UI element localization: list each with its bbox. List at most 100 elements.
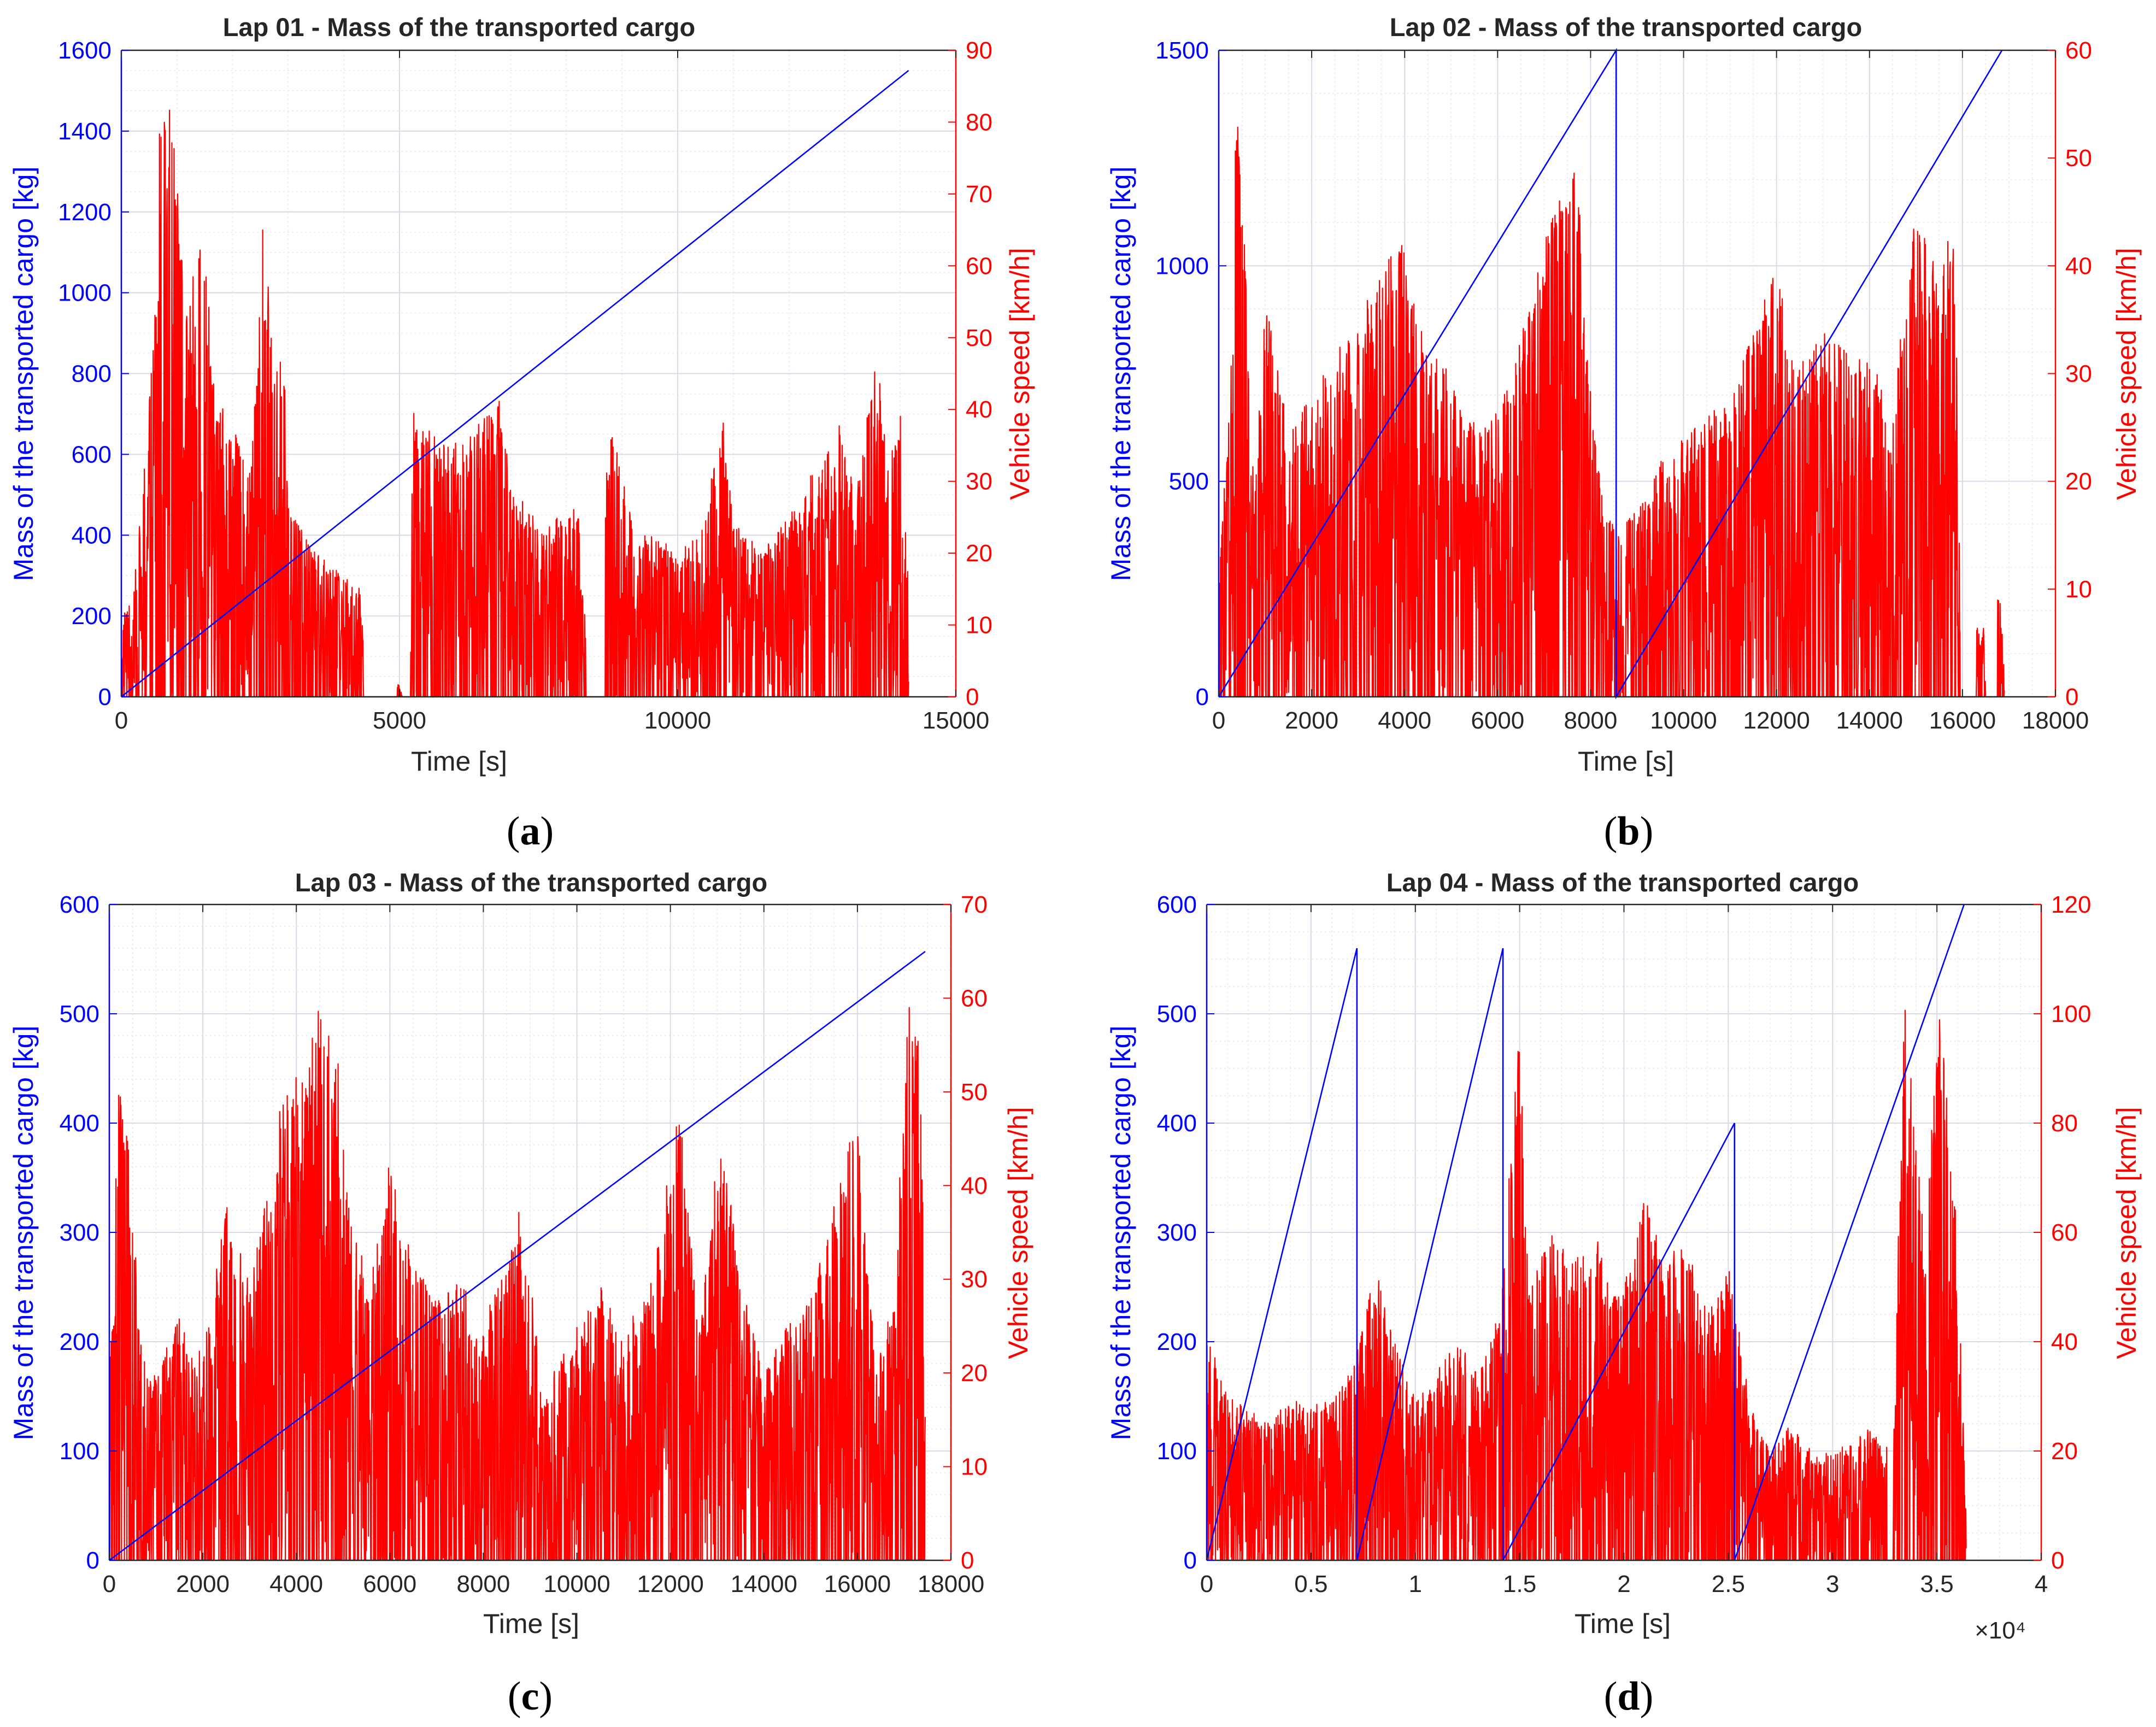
left-y-tick-label: 1000 <box>1155 252 1209 279</box>
right-y-axis-label: Vehicle speed [km/h] <box>2111 1107 2142 1359</box>
x-tick-label: 0 <box>1212 707 1225 734</box>
x-tick-label: 18000 <box>2022 707 2089 734</box>
left-y-tick-label: 300 <box>1157 1219 1197 1246</box>
x-tick-label: 10000 <box>543 1571 610 1597</box>
right-y-tick-label: 0 <box>966 684 979 710</box>
speed-series-line <box>108 1007 926 1561</box>
x-tick-label: 16000 <box>1929 707 1996 734</box>
right-y-tick-label: 50 <box>966 325 992 351</box>
right-y-tick-label: 10 <box>2065 576 2092 603</box>
x-tick-label: 0.5 <box>1294 1571 1327 1597</box>
x-tick-label: 2 <box>1617 1571 1630 1597</box>
chart-title: Lap 03 - Mass of the transported cargo <box>295 868 767 897</box>
mass-series-line <box>121 69 909 698</box>
x-tick-label: 0 <box>115 707 128 734</box>
x-tick-label: 2.5 <box>1712 1571 1745 1597</box>
left-y-tick-label: 400 <box>1157 1110 1197 1137</box>
x-tick-label: 12000 <box>1743 707 1810 734</box>
x-axis-label: Time [s] <box>1578 746 1674 777</box>
chart-title: Lap 02 - Mass of the transported cargo <box>1390 13 1862 42</box>
panel-caption: (c) <box>508 1674 553 1719</box>
x-axis-label: Time [s] <box>1575 1608 1671 1639</box>
x-tick-label: 5000 <box>373 707 426 734</box>
x-tick-label: 3 <box>1826 1571 1839 1597</box>
left-y-tick-label: 0 <box>1184 1547 1197 1574</box>
x-tick-label: 3.5 <box>1920 1571 1954 1597</box>
right-y-tick-label: 40 <box>2065 252 2092 279</box>
x-tick-label: 10000 <box>1650 707 1717 734</box>
x-tick-label: 0 <box>103 1571 116 1597</box>
right-y-tick-label: 90 <box>966 37 992 64</box>
right-y-tick-label: 10 <box>961 1454 988 1481</box>
panel-caption: (a) <box>507 809 554 854</box>
x-tick-label: 2000 <box>1285 707 1338 734</box>
x-tick-label: 2000 <box>176 1571 230 1597</box>
right-y-tick-label: 60 <box>2051 1219 2078 1246</box>
right-y-tick-label: 40 <box>961 1172 988 1199</box>
x-tick-label: 1.5 <box>1503 1571 1536 1597</box>
x-tick-label: 4000 <box>1378 707 1431 734</box>
left-y-tick-label: 0 <box>86 1547 99 1574</box>
right-y-tick-label: 30 <box>2065 361 2092 387</box>
x-tick-label: 12000 <box>637 1571 703 1597</box>
right-y-tick-label: 20 <box>966 540 992 567</box>
left-y-axis-label: Mass of the transported cargo [kg] <box>1106 1026 1136 1441</box>
x-tick-label: 15000 <box>923 707 989 734</box>
x-tick-label: 6000 <box>1471 707 1524 734</box>
left-y-tick-label: 600 <box>60 891 99 918</box>
panel-a: Lap 01 - Mass of the transported cargo T… <box>8 13 1035 854</box>
left-y-tick-label: 1500 <box>1155 37 1209 64</box>
right-y-tick-label: 20 <box>2065 468 2092 495</box>
right-y-axis-label: Vehicle speed [km/h] <box>1004 248 1035 500</box>
x-axis-label: Time [s] <box>483 1608 579 1639</box>
right-y-tick-label: 70 <box>966 181 992 208</box>
right-y-axis-label: Vehicle speed [km/h] <box>1003 1107 1033 1359</box>
right-y-tick-label: 0 <box>2051 1547 2064 1574</box>
panel-caption: (b) <box>1604 809 1653 854</box>
left-y-tick-label: 1400 <box>58 118 111 145</box>
left-y-tick-label: 600 <box>1157 891 1197 918</box>
right-y-tick-label: 0 <box>2065 684 2078 710</box>
left-y-tick-label: 500 <box>1157 1001 1197 1027</box>
right-y-tick-label: 40 <box>966 396 992 423</box>
chart-title: Lap 01 - Mass of the transported cargo <box>223 13 695 42</box>
panel-caption: (d) <box>1604 1674 1653 1719</box>
speed-series-line <box>1206 1009 1967 1561</box>
x-tick-label: 6000 <box>363 1571 416 1597</box>
x-tick-label: 16000 <box>824 1571 891 1597</box>
right-y-tick-label: 40 <box>2051 1329 2078 1355</box>
speed-series-line <box>1218 126 2005 698</box>
mass-series-line <box>1218 48 2003 700</box>
x-tick-label: 8000 <box>456 1571 510 1597</box>
left-y-tick-label: 100 <box>1157 1438 1197 1465</box>
left-y-tick-label: 200 <box>72 603 111 630</box>
right-y-tick-label: 30 <box>961 1266 988 1293</box>
x-tick-label: 0 <box>1200 1571 1213 1597</box>
x-axis-exponent: ×10⁴ <box>1975 1617 2026 1644</box>
right-y-tick-label: 70 <box>961 891 988 918</box>
right-y-tick-label: 30 <box>966 468 992 495</box>
left-y-tick-label: 400 <box>60 1110 99 1137</box>
left-y-tick-label: 400 <box>72 522 111 549</box>
left-y-tick-label: 600 <box>72 441 111 468</box>
right-y-tick-label: 20 <box>2051 1438 2078 1465</box>
left-y-tick-label: 200 <box>1157 1329 1197 1355</box>
left-y-axis-label: Mass of the transported cargo [kg] <box>8 1026 39 1441</box>
right-y-tick-label: 60 <box>961 985 988 1012</box>
left-y-tick-label: 500 <box>1169 468 1209 495</box>
x-tick-label: 4 <box>2035 1571 2048 1597</box>
right-y-tick-label: 80 <box>2051 1110 2078 1137</box>
left-y-tick-label: 500 <box>60 1001 99 1027</box>
x-tick-label: 18000 <box>918 1571 984 1597</box>
left-y-tick-label: 1000 <box>58 280 111 307</box>
right-y-tick-label: 100 <box>2051 1001 2091 1027</box>
right-y-tick-label: 60 <box>2065 37 2092 64</box>
left-y-tick-label: 1200 <box>58 199 111 226</box>
left-y-tick-label: 0 <box>1196 684 1209 710</box>
panel-b: Lap 02 - Mass of the transported cargo T… <box>1106 13 2142 854</box>
left-y-tick-label: 0 <box>98 684 111 710</box>
left-y-tick-label: 200 <box>60 1329 99 1355</box>
x-tick-label: 10000 <box>644 707 711 734</box>
x-tick-label: 1 <box>1409 1571 1422 1597</box>
